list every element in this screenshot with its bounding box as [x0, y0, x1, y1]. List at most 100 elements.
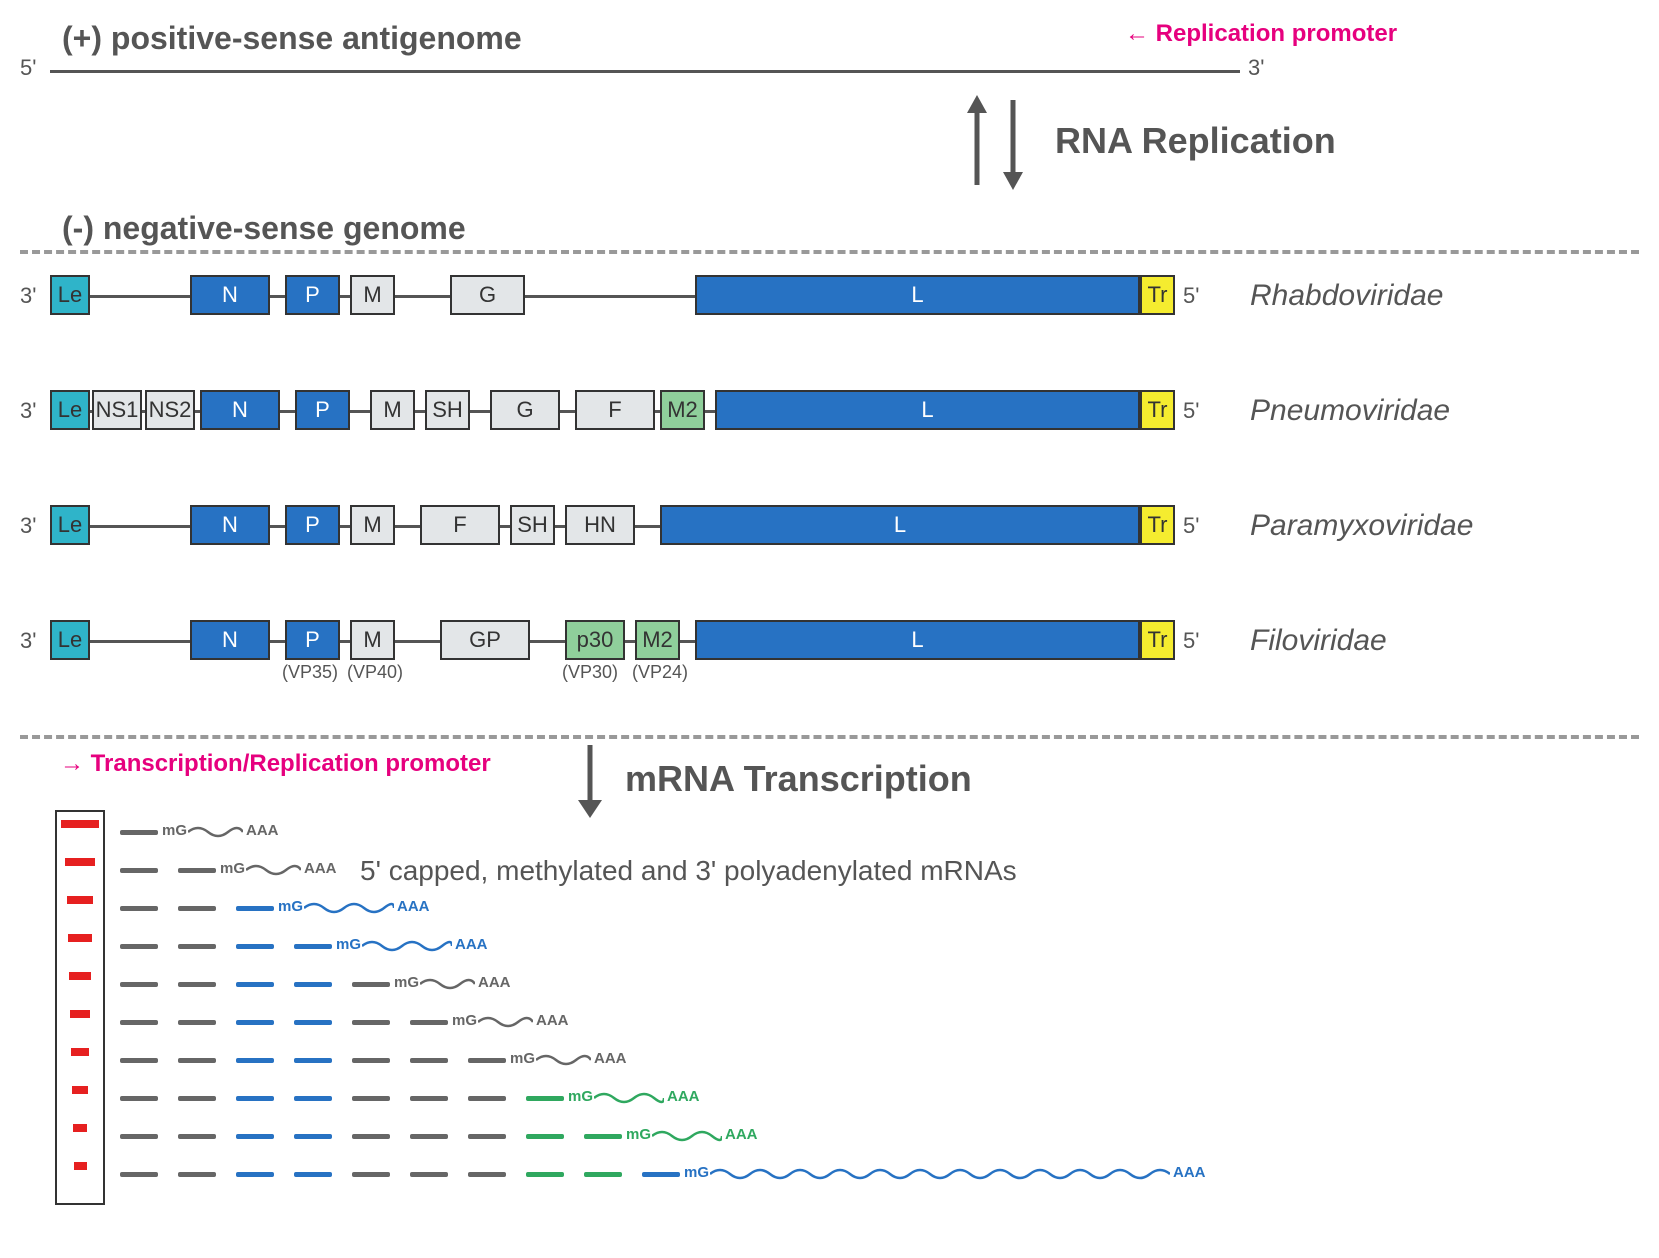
- transcription-arrow-down: [575, 745, 605, 820]
- mrna-dash-r4-c3: [294, 982, 332, 987]
- gene-rhabdoviridae-g: G: [450, 275, 525, 315]
- mg-label-7: mG: [568, 1088, 593, 1105]
- gel-band-1: [65, 858, 95, 866]
- mrna-dash-r2-c1: [178, 906, 216, 911]
- mrna-dash-r9-c0: [120, 1172, 158, 1177]
- gel-band-4: [69, 972, 91, 980]
- aaa-label-8: AAA: [725, 1126, 758, 1143]
- divider-dashed-1: [20, 735, 1639, 739]
- family-label-2: Paramyxoviridae: [1250, 509, 1473, 543]
- gene-filoviridae-tr: Tr: [1140, 620, 1175, 660]
- mrna-dash-r3-c2: [236, 944, 274, 949]
- mrna-dash-r7-c3: [294, 1096, 332, 1101]
- gene-rhabdoviridae-tr: Tr: [1140, 275, 1175, 315]
- mrna-dash-r8-c3: [294, 1134, 332, 1139]
- gel-band-8: [73, 1124, 87, 1132]
- mrna-dash-r9-c2: [236, 1172, 274, 1177]
- gene-rhabdoviridae-n: N: [190, 275, 270, 315]
- gene-paramyxoviridae-n: N: [190, 505, 270, 545]
- mrna-dash-r7-c5: [410, 1096, 448, 1101]
- mrna-dash-r5-c0: [120, 1020, 158, 1025]
- mrna-wave-3: [362, 938, 452, 954]
- gene-filoviridae-le: Le: [50, 620, 90, 660]
- gene-pneumoviridae-f: F: [575, 390, 655, 430]
- gene-filoviridae-l: L: [695, 620, 1140, 660]
- mrna-dash-r9-c8: [584, 1172, 622, 1177]
- mrna-dash-r8-c6: [468, 1134, 506, 1139]
- mrna-dash-r9-c3: [294, 1172, 332, 1177]
- mrna-dash-r7-c4: [352, 1096, 390, 1101]
- gene-filoviridae-n: N: [190, 620, 270, 660]
- family-label-0: Rhabdoviridae: [1250, 279, 1443, 313]
- gene-rhabdoviridae-l: L: [695, 275, 1140, 315]
- mrna-dash-r7-c6: [468, 1096, 506, 1101]
- mrna-dash-r7-c1: [178, 1096, 216, 1101]
- mrna-wave-4: [420, 976, 475, 992]
- mrna-dash-r9-c7: [526, 1172, 564, 1177]
- aaa-label-6: AAA: [594, 1050, 627, 1067]
- gene-pneumoviridae-le: Le: [50, 390, 90, 430]
- gene-paramyxoviridae-l: L: [660, 505, 1140, 545]
- mrna-wave-9: [710, 1166, 1170, 1182]
- mrna-wave-6: [536, 1052, 591, 1068]
- family-label-1: Pneumoviridae: [1250, 394, 1450, 428]
- replication-arrow-down: [998, 95, 1028, 190]
- gene-filoviridae-m: M: [350, 620, 395, 660]
- aaa-label-2: AAA: [397, 898, 430, 915]
- gene-paramyxoviridae-le: Le: [50, 505, 90, 545]
- mrna-dash-r3-c1: [178, 944, 216, 949]
- aaa-label-5: AAA: [536, 1012, 569, 1029]
- mg-label-5: mG: [452, 1012, 477, 1029]
- gel-band-0: [61, 820, 99, 828]
- mrna-dash-r6-c4: [352, 1058, 390, 1063]
- gel-band-2: [67, 896, 93, 904]
- mrna-dash-r6-c0: [120, 1058, 158, 1063]
- mrna-dash-r5-c5: [410, 1020, 448, 1025]
- mrna-dash-r4-c1: [178, 982, 216, 987]
- mrna-dash-r9-c1: [178, 1172, 216, 1177]
- aaa-label-1: AAA: [304, 860, 337, 877]
- mrna-dash-r9-c4: [352, 1172, 390, 1177]
- mrna-dash-r6-c6: [468, 1058, 506, 1063]
- gene-filoviridae-gp: GP: [440, 620, 530, 660]
- mrna-dash-r9-c9: [642, 1172, 680, 1177]
- mrna-dash-r5-c1: [178, 1020, 216, 1025]
- gel-band-9: [74, 1162, 87, 1170]
- gene-pneumoviridae-m: M: [370, 390, 415, 430]
- replication-arrow-up: [962, 95, 992, 190]
- gene-rhabdoviridae-p: P: [285, 275, 340, 315]
- gel-band-3: [68, 934, 92, 942]
- mrna-dash-r6-c2: [236, 1058, 274, 1063]
- divider-dashed-0: [20, 250, 1639, 254]
- gene-pneumoviridae-sh: SH: [425, 390, 470, 430]
- gel-band-5: [70, 1010, 90, 1018]
- mrna-dash-r6-c1: [178, 1058, 216, 1063]
- gene-paramyxoviridae-tr: Tr: [1140, 505, 1175, 545]
- mrna-dash-r8-c5: [410, 1134, 448, 1139]
- mrna-dash-r4-c4: [352, 982, 390, 987]
- mg-label-0: mG: [162, 822, 187, 839]
- gel-band-7: [72, 1086, 88, 1094]
- mrna-dash-r8-c4: [352, 1134, 390, 1139]
- mrna-wave-2: [304, 900, 394, 916]
- mrna-wave-1: [246, 862, 301, 878]
- gel-lane: [55, 810, 105, 1205]
- gene-paramyxoviridae-p: P: [285, 505, 340, 545]
- viral-genome-diagram: (+) positive-sense antigenome5'3'← Repli…: [20, 20, 1639, 1238]
- mrna-dash-r6-c3: [294, 1058, 332, 1063]
- mrna-dash-r6-c5: [410, 1058, 448, 1063]
- gene-filoviridae-m2: M2: [635, 620, 680, 660]
- mrna-dash-r9-c6: [468, 1172, 506, 1177]
- mrna-dash-r8-c2: [236, 1134, 274, 1139]
- mrna-dash-r8-c8: [584, 1134, 622, 1139]
- gene-filoviridae-p: P: [285, 620, 340, 660]
- gene-pneumoviridae-l: L: [715, 390, 1140, 430]
- aaa-label-0: AAA: [246, 822, 279, 839]
- gene-rhabdoviridae-m: M: [350, 275, 395, 315]
- gene-paramyxoviridae-sh: SH: [510, 505, 555, 545]
- gene-paramyxoviridae-f: F: [420, 505, 500, 545]
- mrna-dash-r7-c2: [236, 1096, 274, 1101]
- mrna-dash-r2-c0: [120, 906, 158, 911]
- antigenome-line: [50, 70, 1240, 73]
- mrna-wave-5: [478, 1014, 533, 1030]
